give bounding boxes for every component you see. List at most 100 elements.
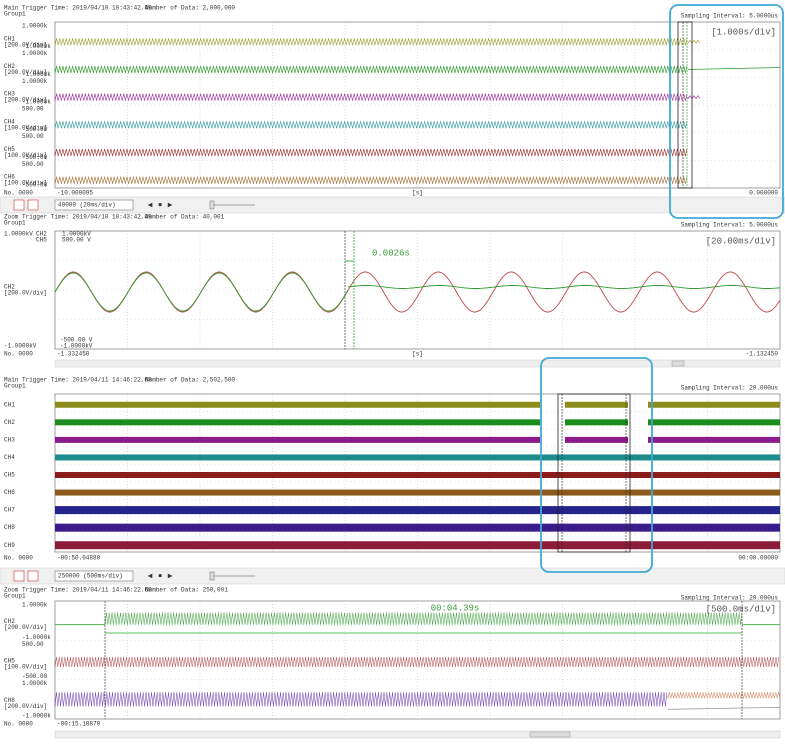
- zoom-setting: 40000 (20ms/div): [58, 202, 116, 209]
- waveform: [55, 472, 780, 478]
- zoom-select[interactable]: [54, 199, 134, 211]
- label: Group1: [4, 220, 26, 227]
- zoom-select[interactable]: [54, 570, 134, 582]
- waveform: [54, 148, 688, 157]
- waveform: [648, 419, 780, 426]
- label: -1.0000k: [22, 99, 51, 106]
- play-control[interactable]: ◀: [148, 573, 153, 580]
- label: Zoom Trigger Time: 2019/04/10 10:43:42.4…: [4, 214, 152, 221]
- legend-name: CH5: [36, 237, 47, 244]
- highlight: [540, 357, 653, 573]
- scroll-thumb[interactable]: [529, 731, 571, 738]
- waveform: [55, 419, 540, 426]
- tool-button[interactable]: [13, 199, 25, 211]
- channel-name: CH3: [4, 91, 15, 98]
- label: [20.00ms/div]: [706, 236, 776, 246]
- waveform: [55, 436, 540, 443]
- label: Group1: [4, 383, 26, 390]
- label: -1.0000k: [22, 713, 51, 720]
- tool-button[interactable]: [27, 199, 39, 211]
- zoom-window: [557, 393, 631, 553]
- label: 500.00: [22, 161, 44, 168]
- waveform: [54, 176, 688, 184]
- waveform: [565, 401, 628, 408]
- waveform: [55, 401, 540, 408]
- zoom-setting: 250000 (500ms/div): [58, 573, 123, 580]
- label: -10.000095: [57, 190, 93, 197]
- channel-name: CH5: [4, 146, 15, 153]
- waveform: [687, 95, 701, 100]
- waveform: [55, 523, 780, 532]
- waveform: [687, 39, 701, 45]
- play-control[interactable]: ▶: [168, 573, 173, 580]
- label: Sampling Interval: 20.000us: [681, 385, 779, 392]
- play-control[interactable]: ■: [158, 573, 162, 580]
- slider-thumb[interactable]: [209, 200, 215, 210]
- cursor-value: 0.0026s: [372, 248, 410, 258]
- waveform: [347, 285, 781, 289]
- label: 1.0000kV: [62, 231, 91, 238]
- label: [200.0V/div]: [4, 290, 47, 297]
- scrollbar[interactable]: [54, 359, 781, 368]
- waveform: [54, 65, 688, 74]
- waveform: [54, 271, 781, 313]
- channel-name: CH2: [4, 618, 15, 625]
- highlight: [669, 4, 784, 219]
- label: [200.0V/div]: [4, 41, 47, 48]
- label: 500.00 V: [62, 237, 91, 244]
- label: [1.000s/div]: [711, 27, 776, 37]
- play-control[interactable]: ◀: [148, 202, 153, 209]
- label: 1.0000k: [22, 23, 48, 30]
- play-control[interactable]: ■: [158, 202, 162, 209]
- channel-name: CH6: [4, 174, 15, 181]
- label: -500.00: [22, 673, 48, 680]
- label: Main Trigger Time: 2019/04/11 14:46:22.6…: [4, 377, 152, 384]
- tool-button[interactable]: [27, 570, 39, 582]
- label: 0.000000: [749, 190, 778, 197]
- waveform: [648, 436, 780, 443]
- label: -00:50.04880: [57, 555, 101, 562]
- play-control[interactable]: ▶: [168, 202, 173, 209]
- label: 500.00: [22, 133, 44, 140]
- label: [200.0V/div]: [4, 69, 47, 76]
- channel-name: CH1: [4, 35, 15, 42]
- waveform: [54, 93, 688, 101]
- waveform: [565, 436, 628, 443]
- channel-name: CH1: [4, 401, 15, 408]
- scroll-thumb[interactable]: [671, 360, 685, 367]
- waveform: [54, 656, 780, 668]
- label: -500.00 V: [60, 337, 93, 344]
- label: 1.0000k: [22, 78, 48, 85]
- label: -1.332450: [57, 351, 90, 358]
- label: [s]: [412, 351, 423, 358]
- label: Sampling Interval: 20.000us: [681, 595, 779, 602]
- waveform: [54, 272, 349, 312]
- label: -1.0000k: [22, 43, 51, 50]
- channel-name: CH2: [4, 63, 15, 70]
- label: -1.0000kV: [4, 343, 37, 350]
- label: [100.0V/div]: [4, 180, 47, 187]
- scrollbar[interactable]: [54, 730, 781, 739]
- waveform: [55, 506, 780, 515]
- label: [100.0V/div]: [4, 124, 47, 131]
- tool-button[interactable]: [13, 570, 25, 582]
- slider-thumb[interactable]: [209, 571, 215, 581]
- waveform: [54, 692, 668, 707]
- label: -1.0000kV: [60, 343, 93, 350]
- toolbar: [0, 196, 785, 214]
- label: Number of Data: 250,001: [145, 587, 228, 594]
- label: [s]: [412, 190, 423, 197]
- label: [200.0V/div]: [4, 703, 47, 710]
- waveform: [55, 454, 780, 461]
- label: Sampling Interval: 5.0000us: [681, 13, 779, 20]
- label: -500.00: [22, 182, 48, 189]
- waveform: [667, 692, 781, 699]
- label: Zoom Trigger Time: 2019/04/11 14:46:22.6…: [4, 587, 152, 594]
- label: -1.0000k: [22, 71, 51, 78]
- label: -00:15.18870: [57, 721, 101, 728]
- label: 1.0000k: [22, 680, 48, 687]
- label: 500.00: [22, 641, 44, 648]
- waveform: [687, 67, 781, 70]
- label: [500.0ms/div]: [706, 604, 776, 614]
